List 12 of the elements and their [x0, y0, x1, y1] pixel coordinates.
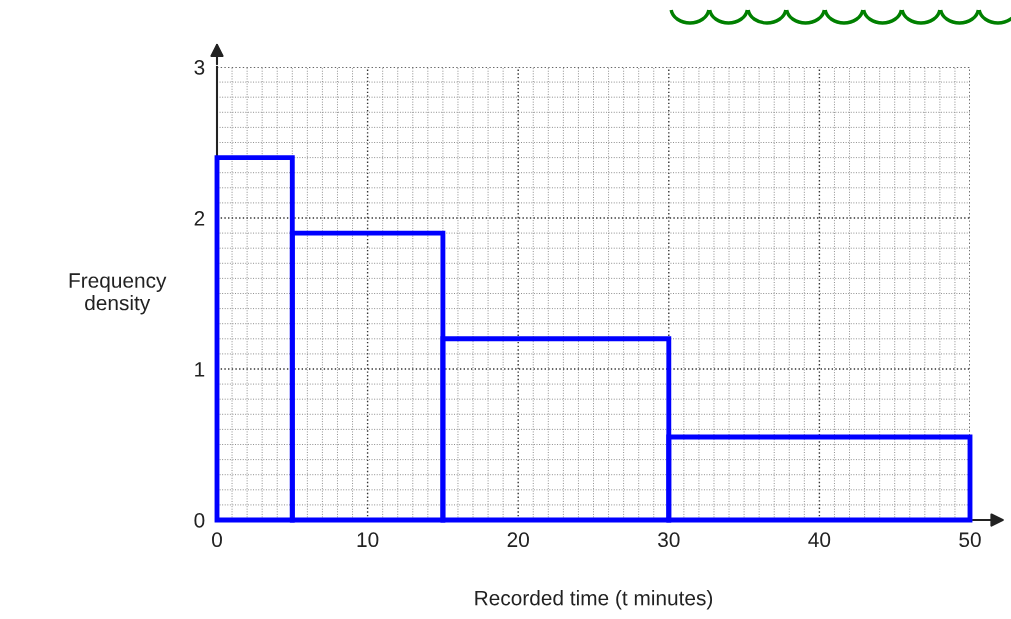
- x-tick-label: 30: [658, 532, 680, 548]
- x-tick-label: 10: [357, 532, 379, 548]
- y-tick-label: 0: [194, 513, 205, 528]
- x-tick-label: 20: [507, 532, 529, 548]
- y-tick-label: 2: [194, 211, 205, 226]
- x-tick-label: 50: [959, 532, 981, 548]
- y-tick-label: 3: [194, 60, 205, 75]
- x-axis-title: Recorded time (t minutes): [475, 590, 713, 610]
- x-tick-label: 0: [212, 532, 222, 548]
- y-axis-title: Frequency density: [69, 273, 167, 315]
- y-tick-label: 1: [195, 362, 205, 377]
- x-tick-label: 40: [808, 532, 831, 548]
